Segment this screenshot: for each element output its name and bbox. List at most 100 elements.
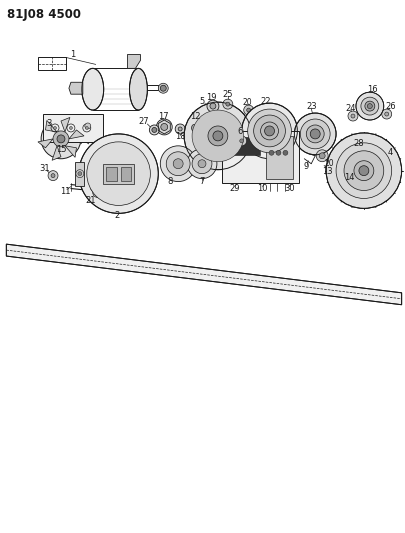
Circle shape <box>354 161 374 181</box>
Text: 6: 6 <box>237 127 243 136</box>
Text: 2: 2 <box>114 211 119 220</box>
Circle shape <box>301 119 330 149</box>
Circle shape <box>175 124 185 134</box>
Circle shape <box>198 160 206 168</box>
Circle shape <box>48 171 58 181</box>
Text: 28: 28 <box>354 139 364 148</box>
Text: 22: 22 <box>260 96 271 106</box>
Circle shape <box>351 114 355 118</box>
Circle shape <box>361 97 379 115</box>
Circle shape <box>382 109 392 119</box>
Text: 20: 20 <box>324 159 334 168</box>
Circle shape <box>93 188 103 198</box>
Circle shape <box>57 135 65 143</box>
Circle shape <box>367 103 372 109</box>
Circle shape <box>226 102 230 106</box>
Circle shape <box>76 169 84 177</box>
Ellipse shape <box>82 68 104 110</box>
Polygon shape <box>75 161 84 185</box>
Circle shape <box>173 159 183 168</box>
Circle shape <box>237 136 247 146</box>
Circle shape <box>248 109 291 153</box>
Ellipse shape <box>190 122 198 134</box>
Text: 16: 16 <box>367 85 378 94</box>
Polygon shape <box>69 130 84 139</box>
Circle shape <box>326 133 402 208</box>
Text: 15: 15 <box>56 146 66 155</box>
Text: 81J08 4500: 81J08 4500 <box>7 8 81 21</box>
Text: 20: 20 <box>243 98 252 107</box>
Text: 24: 24 <box>346 103 356 112</box>
Text: 10: 10 <box>257 184 268 193</box>
Circle shape <box>178 127 182 131</box>
Circle shape <box>79 134 158 213</box>
Circle shape <box>269 150 274 155</box>
Text: 27: 27 <box>138 117 149 126</box>
Polygon shape <box>45 120 57 132</box>
Circle shape <box>53 126 57 130</box>
Circle shape <box>91 185 97 191</box>
Text: 3: 3 <box>46 119 52 128</box>
Polygon shape <box>52 146 61 160</box>
Circle shape <box>240 139 244 143</box>
Circle shape <box>213 131 223 141</box>
Polygon shape <box>128 54 141 68</box>
Text: 19: 19 <box>206 93 216 102</box>
Bar <box>222 131 299 183</box>
Circle shape <box>208 126 228 146</box>
Circle shape <box>385 112 389 116</box>
Polygon shape <box>65 146 77 157</box>
Circle shape <box>96 190 100 195</box>
Circle shape <box>160 146 196 182</box>
Circle shape <box>192 110 244 161</box>
Text: 14: 14 <box>344 173 354 182</box>
Text: 8: 8 <box>168 177 173 186</box>
Ellipse shape <box>130 68 147 110</box>
Circle shape <box>187 149 217 179</box>
Text: 12: 12 <box>190 111 200 120</box>
Circle shape <box>223 99 233 109</box>
Circle shape <box>149 125 159 135</box>
Polygon shape <box>346 148 359 161</box>
Circle shape <box>158 83 168 93</box>
Text: 5: 5 <box>199 96 205 106</box>
Bar <box>226 137 260 155</box>
Polygon shape <box>69 82 83 94</box>
Text: 31: 31 <box>40 164 50 173</box>
Ellipse shape <box>192 125 196 132</box>
Text: 23: 23 <box>306 102 317 111</box>
Circle shape <box>344 151 384 190</box>
Circle shape <box>41 119 81 159</box>
Circle shape <box>336 143 392 198</box>
Circle shape <box>264 126 275 136</box>
Circle shape <box>69 126 72 130</box>
Circle shape <box>192 154 212 174</box>
Text: 4: 4 <box>388 148 393 157</box>
Circle shape <box>276 150 281 155</box>
Circle shape <box>156 119 172 135</box>
Circle shape <box>87 142 150 205</box>
Bar <box>121 167 132 181</box>
Circle shape <box>85 126 88 130</box>
Circle shape <box>51 174 55 177</box>
Circle shape <box>207 100 219 112</box>
Text: 30: 30 <box>284 184 295 193</box>
Circle shape <box>161 124 168 131</box>
Text: 11: 11 <box>60 187 70 196</box>
Circle shape <box>244 105 254 115</box>
Circle shape <box>254 115 286 147</box>
Circle shape <box>166 152 190 176</box>
Text: 29: 29 <box>230 184 240 193</box>
Circle shape <box>310 129 320 139</box>
Text: 21: 21 <box>85 196 96 205</box>
Circle shape <box>319 153 325 159</box>
Bar <box>106 167 117 181</box>
Text: 13: 13 <box>322 167 333 176</box>
Circle shape <box>160 85 166 91</box>
Bar <box>266 136 293 179</box>
Circle shape <box>365 101 375 111</box>
Circle shape <box>85 123 91 129</box>
Circle shape <box>184 102 252 169</box>
Polygon shape <box>6 244 402 305</box>
Polygon shape <box>38 139 53 148</box>
